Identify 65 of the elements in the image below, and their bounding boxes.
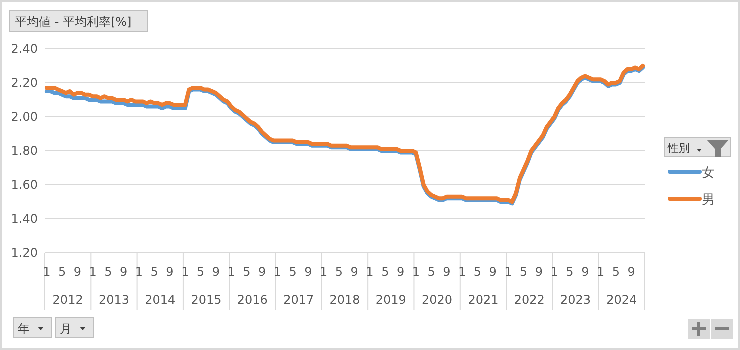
- x-tick-label: 1: [182, 265, 190, 279]
- y-tick-label: 1.60: [11, 178, 38, 192]
- legend-label: 男: [702, 193, 715, 208]
- x-tick-label: 5: [243, 265, 251, 279]
- text: 2016: [237, 293, 268, 307]
- x-tick-label: 5: [58, 265, 66, 279]
- x-tick-label: 9: [74, 265, 82, 279]
- x-tick-label: 1: [43, 265, 51, 279]
- x-tick-label: 9: [120, 265, 128, 279]
- text: 2023: [560, 293, 592, 307]
- text: 2013: [98, 293, 130, 307]
- text: 2015: [191, 293, 222, 307]
- y-tick-label: 2.40: [11, 42, 38, 56]
- x-tick-label: 9: [212, 265, 220, 279]
- x-tick-label: 1: [550, 265, 558, 279]
- x-tick-label: 1: [135, 265, 144, 279]
- legend-label: 女: [702, 166, 715, 181]
- legend-title: 性別: [667, 142, 690, 155]
- x-tick-label: 1: [274, 265, 282, 279]
- y-tick-label: 2.00: [11, 110, 38, 124]
- x-tick-label: 9: [350, 265, 358, 279]
- x-tick-label: 5: [474, 265, 482, 279]
- x-tick-label: 5: [150, 265, 158, 279]
- x-tick-label: 5: [612, 265, 620, 279]
- x-tick-label: 9: [258, 265, 266, 279]
- x-tick-label: 9: [396, 265, 405, 279]
- text: 2020: [422, 293, 453, 307]
- y-tick-label: 2.20: [11, 76, 38, 90]
- x-tick-label: 5: [335, 265, 344, 279]
- x-tick-label: 9: [582, 265, 590, 279]
- x-tick-label: 9: [166, 265, 174, 279]
- x-tick-label: 1: [596, 265, 605, 279]
- y-tick-label: 1.20: [11, 246, 38, 260]
- x-tick-label: 9: [304, 265, 312, 279]
- x-tick-label: 5: [104, 265, 112, 279]
- x-tick-label: 9: [489, 265, 497, 279]
- x-tick-label: 9: [443, 265, 451, 279]
- text: 年: [18, 322, 30, 336]
- x-tick-label: 5: [196, 265, 205, 279]
- x-tick-label: 1: [228, 265, 236, 279]
- chart-title: 平均値 - 平均利率[%]: [15, 15, 132, 29]
- x-tick-label: 5: [520, 265, 528, 279]
- text: 2014: [145, 293, 176, 307]
- x-tick-label: 1: [412, 265, 420, 279]
- x-tick-label: 9: [535, 265, 544, 279]
- text: 2022: [514, 293, 545, 307]
- x-tick-label: 5: [289, 265, 297, 279]
- x-tick-label: 1: [320, 265, 328, 279]
- text: 月: [60, 322, 72, 336]
- text: 2012: [52, 293, 84, 307]
- x-tick-label: 9: [628, 265, 636, 279]
- text: 2024: [606, 293, 638, 307]
- y-tick-label: 1.80: [11, 144, 38, 158]
- x-tick-label: 1: [89, 265, 97, 279]
- text: 2018: [330, 293, 360, 307]
- x-tick-label: 1: [366, 265, 374, 279]
- y-tick-label: 1.40: [11, 212, 38, 226]
- text: 2017: [284, 293, 314, 307]
- x-tick-label: 5: [428, 265, 436, 279]
- x-tick-label: 1: [504, 265, 512, 279]
- x-tick-label: 5: [382, 265, 390, 279]
- text: 2019: [376, 293, 406, 307]
- x-tick-label: 5: [566, 265, 574, 279]
- x-tick-label: 1: [458, 265, 466, 279]
- text: 2021: [468, 293, 499, 307]
